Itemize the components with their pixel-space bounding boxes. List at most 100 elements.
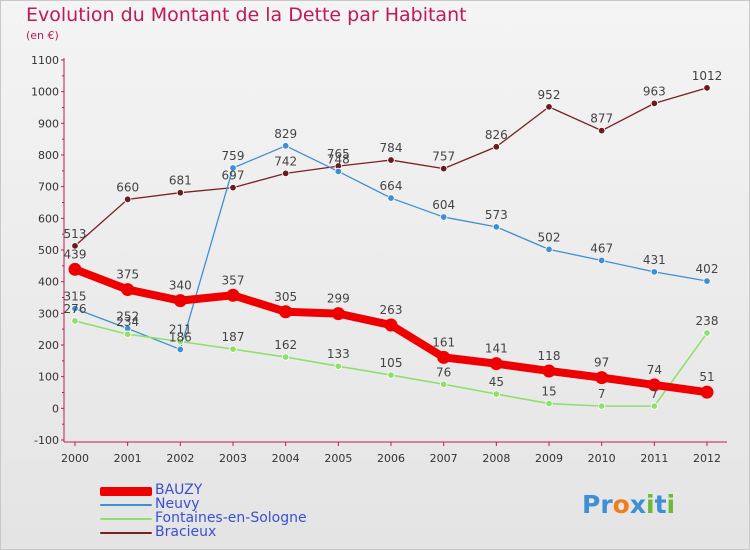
data-point-bauzy — [173, 294, 187, 308]
data-point-bauzy — [700, 385, 714, 399]
data-point-fontaines-en-sologne — [71, 317, 79, 325]
data-label-neuvy: 604 — [432, 198, 455, 212]
data-point-bracieux — [281, 169, 290, 178]
data-label-neuvy: 402 — [696, 262, 719, 276]
logo-letter: o — [612, 490, 630, 519]
data-label-bauzy: 118 — [538, 349, 561, 363]
legend-swatch — [100, 532, 152, 534]
data-point-bauzy — [542, 364, 556, 378]
data-label-bracieux: 765 — [327, 147, 350, 161]
data-point-neuvy — [650, 268, 659, 276]
data-point-bauzy — [384, 318, 398, 332]
data-point-bauzy — [226, 288, 240, 302]
data-label-bracieux: 877 — [590, 112, 613, 126]
data-label-fontaines-en-sologne: 7 — [651, 387, 659, 401]
data-point-bracieux — [123, 195, 132, 204]
y-tick-label: 500 — [38, 244, 59, 257]
data-point-fontaines-en-sologne — [597, 402, 606, 410]
data-point-bracieux — [703, 84, 711, 92]
x-tick-label: 2002 — [166, 452, 194, 465]
data-point-fontaines-en-sologne — [334, 362, 343, 370]
x-tick-label: 2001 — [114, 452, 142, 465]
data-point-fontaines-en-sologne — [545, 399, 553, 408]
data-point-neuvy — [492, 223, 501, 231]
data-label-bauzy: 299 — [327, 292, 350, 306]
data-point-fontaines-en-sologne — [229, 345, 237, 353]
data-label-fontaines-en-sologne: 234 — [116, 315, 139, 329]
data-point-fontaines-en-sologne — [387, 371, 395, 379]
data-label-fontaines-en-sologne: 162 — [274, 338, 297, 352]
data-point-bracieux — [597, 126, 606, 135]
data-label-neuvy: 315 — [64, 290, 87, 304]
x-tick-label: 2004 — [272, 452, 300, 465]
legend-label: Neuvy — [155, 496, 200, 512]
y-tick-label: 600 — [38, 212, 59, 225]
data-label-bracieux: 513 — [64, 227, 87, 241]
x-tick-label: 2010 — [588, 452, 616, 465]
data-point-bracieux — [229, 183, 237, 192]
data-point-bauzy — [595, 371, 609, 385]
data-label-bracieux: 1012 — [692, 69, 723, 83]
data-point-fontaines-en-sologne — [703, 329, 711, 337]
data-label-bauzy: 74 — [647, 363, 662, 377]
data-point-bracieux — [492, 143, 501, 151]
data-point-bracieux — [650, 99, 659, 108]
data-point-fontaines-en-sologne — [492, 390, 501, 398]
data-label-bauzy: 357 — [222, 273, 245, 287]
x-tick-label: 2003 — [219, 452, 247, 465]
data-label-bracieux: 660 — [116, 180, 139, 194]
proxiti-logo: Proxiti — [582, 490, 675, 519]
data-label-bauzy: 161 — [432, 335, 455, 349]
y-tick-label: 400 — [38, 276, 59, 289]
x-tick-label: 2008 — [482, 452, 510, 465]
data-point-bauzy — [121, 283, 135, 297]
data-label-bracieux: 963 — [643, 84, 666, 98]
data-point-neuvy — [71, 304, 79, 313]
logo-letter: t — [654, 490, 667, 519]
legend-label: BAUZY — [155, 482, 203, 498]
data-label-bracieux: 681 — [169, 174, 192, 188]
y-tick-label: 1000 — [31, 86, 59, 99]
data-label-bauzy: 340 — [169, 279, 192, 293]
data-label-neuvy: 467 — [590, 241, 613, 255]
legend-swatch — [100, 504, 152, 506]
data-label-bracieux: 742 — [274, 154, 297, 168]
data-point-bracieux — [439, 164, 448, 173]
legend-swatch — [100, 518, 152, 520]
data-label-bauzy: 97 — [594, 356, 609, 370]
data-point-neuvy — [334, 167, 343, 176]
data-label-fontaines-en-sologne: 133 — [327, 347, 350, 361]
data-point-neuvy — [281, 142, 290, 150]
data-label-bauzy: 51 — [699, 370, 714, 384]
legend-label: Fontaines-en-Sologne — [155, 510, 307, 526]
data-point-bauzy — [279, 305, 293, 319]
chart-title: Evolution du Montant de la Dette par Hab… — [26, 4, 467, 26]
x-tick-label: 2007 — [430, 452, 458, 465]
data-label-bracieux: 697 — [222, 169, 245, 183]
y-tick-label: 700 — [38, 181, 59, 194]
x-tick-label: 2012 — [693, 452, 721, 465]
y-tick-label: 1100 — [31, 54, 59, 67]
data-point-bracieux — [387, 156, 395, 164]
data-point-bracieux — [176, 188, 185, 197]
data-label-bracieux: 757 — [432, 150, 455, 164]
data-point-neuvy — [387, 194, 395, 202]
legend-swatch — [100, 486, 152, 496]
data-label-bauzy: 263 — [380, 303, 403, 317]
data-label-neuvy: 829 — [274, 127, 297, 141]
data-label-neuvy: 252 — [116, 310, 139, 324]
y-tick-label: 300 — [38, 307, 59, 320]
data-label-bauzy: 375 — [116, 268, 139, 282]
data-point-bauzy — [489, 357, 503, 371]
data-label-fontaines-en-sologne: 15 — [541, 385, 556, 399]
y-tick-label: 0 — [52, 402, 59, 415]
x-tick-label: 2005 — [324, 452, 352, 465]
data-point-bracieux — [545, 103, 553, 111]
data-label-bracieux: 952 — [538, 88, 561, 102]
data-label-fontaines-en-sologne: 45 — [489, 375, 504, 389]
data-label-fontaines-en-sologne: 211 — [169, 323, 192, 337]
data-label-neuvy: 431 — [643, 253, 666, 267]
data-label-fontaines-en-sologne: 238 — [696, 314, 719, 328]
